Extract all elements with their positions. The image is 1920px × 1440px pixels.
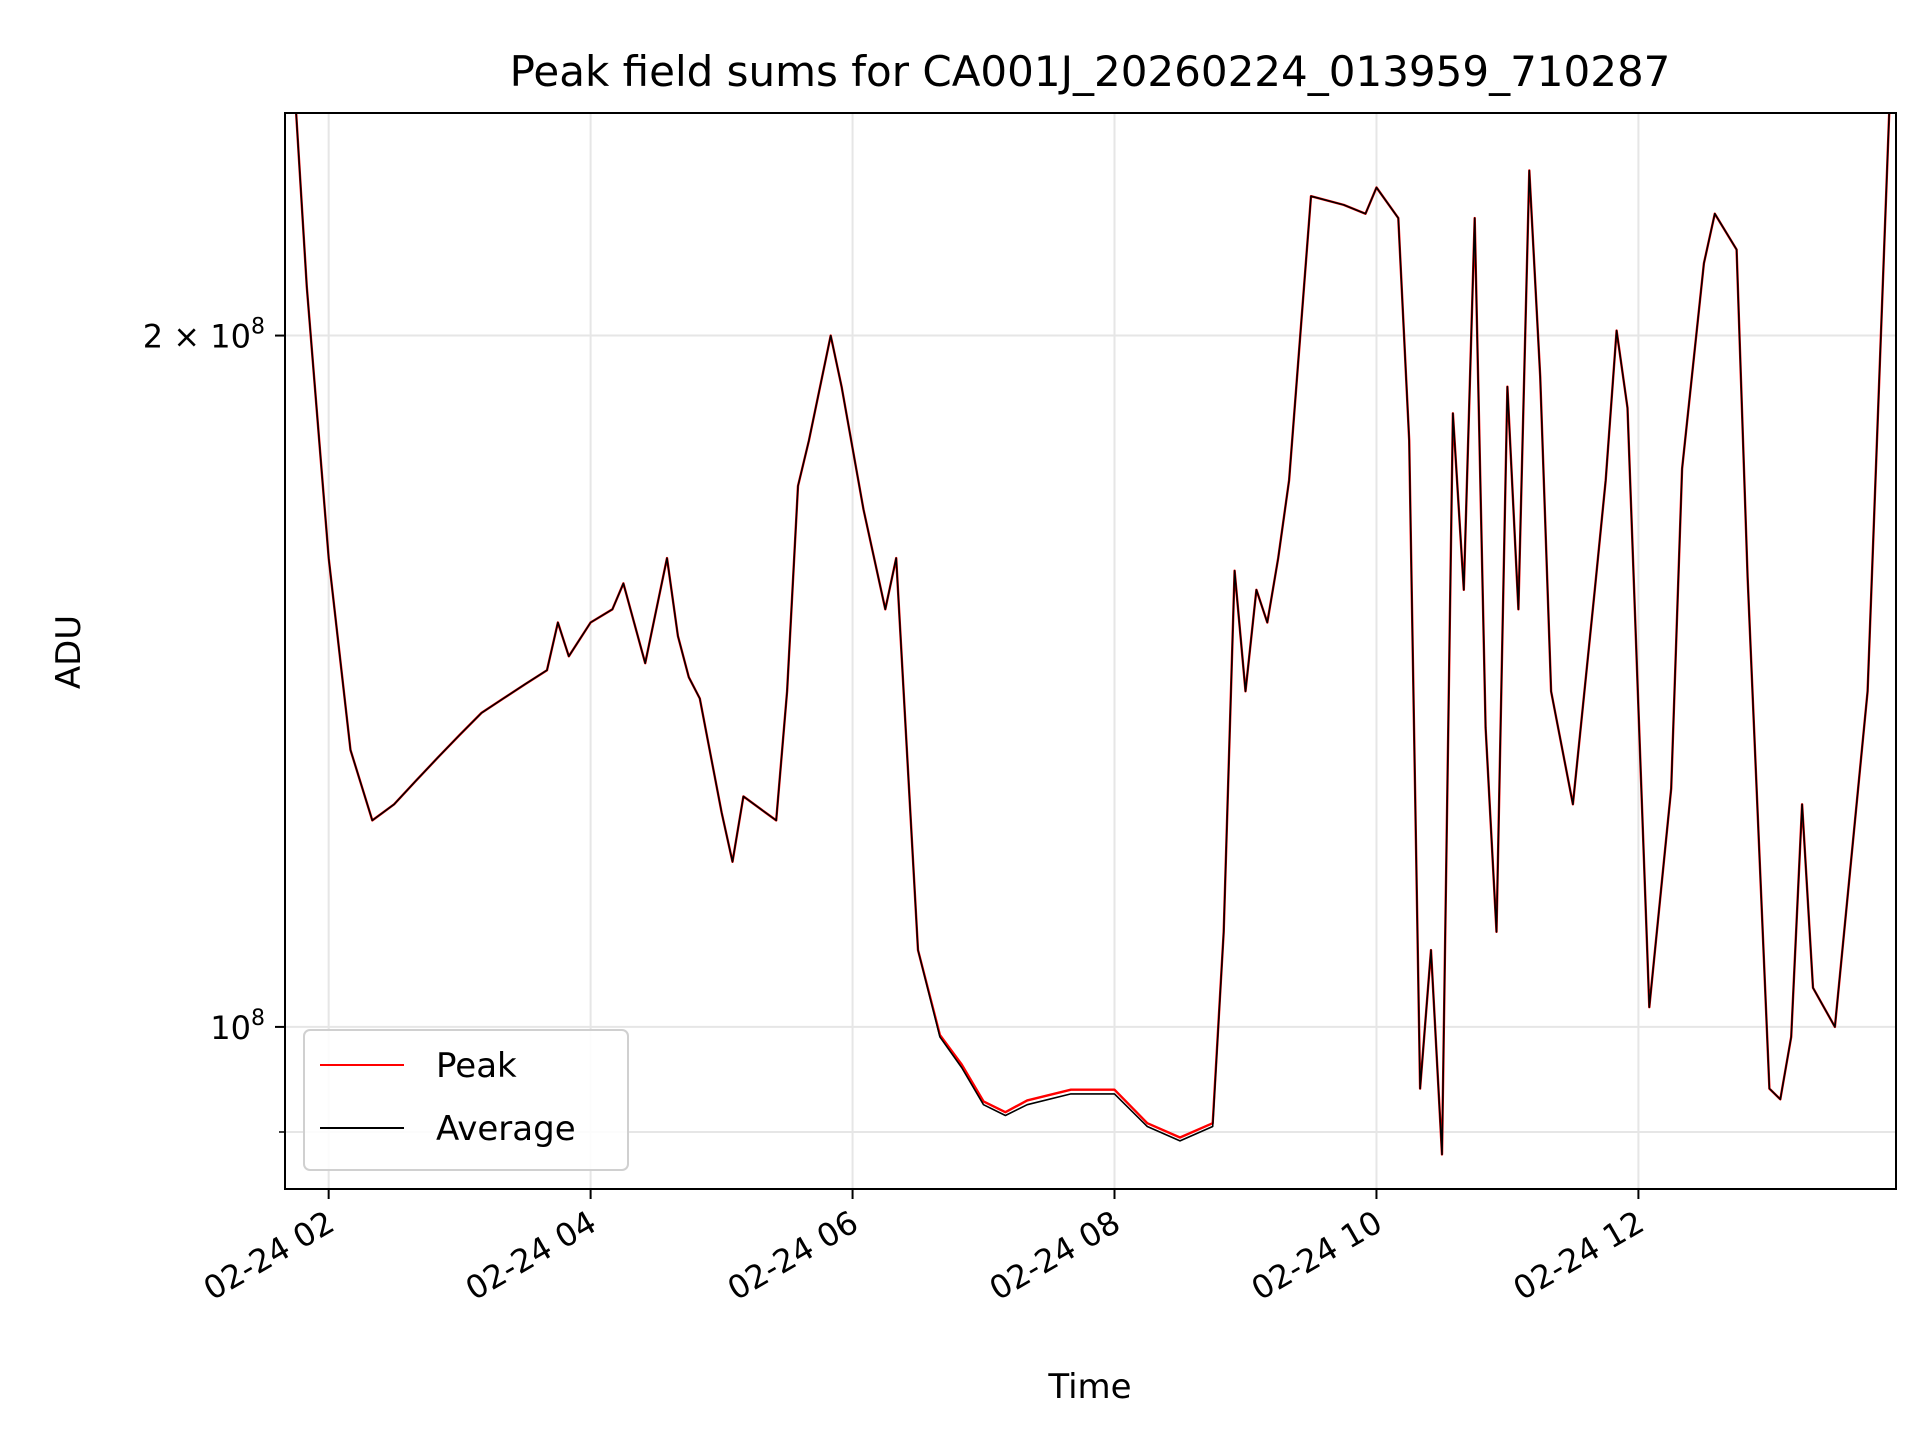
y-tick-base: 10 [210,318,251,356]
legend-label-peak: Peak [436,1046,517,1086]
x-axis-label: Time [1047,1367,1131,1407]
legend: Peak Average [303,1029,629,1171]
legend-label-average: Average [436,1109,576,1149]
y-tick-label: 108 [210,1006,265,1047]
series-layer [294,113,1891,1156]
y-tick-label: 2 × 108 [143,315,265,356]
y-tick-coefficient: 2 × [143,318,211,356]
y-tick-exponent: 8 [251,315,265,340]
y-tick-exponent: 8 [251,1006,265,1031]
chart-title: Peak field sums for CA001J_20260224_0139… [510,47,1671,96]
plot-area-frame [284,112,1897,1190]
y-tick-base: 10 [210,1009,251,1047]
series-line-average [295,113,1891,1156]
y-axis-label: ADU [49,615,89,689]
